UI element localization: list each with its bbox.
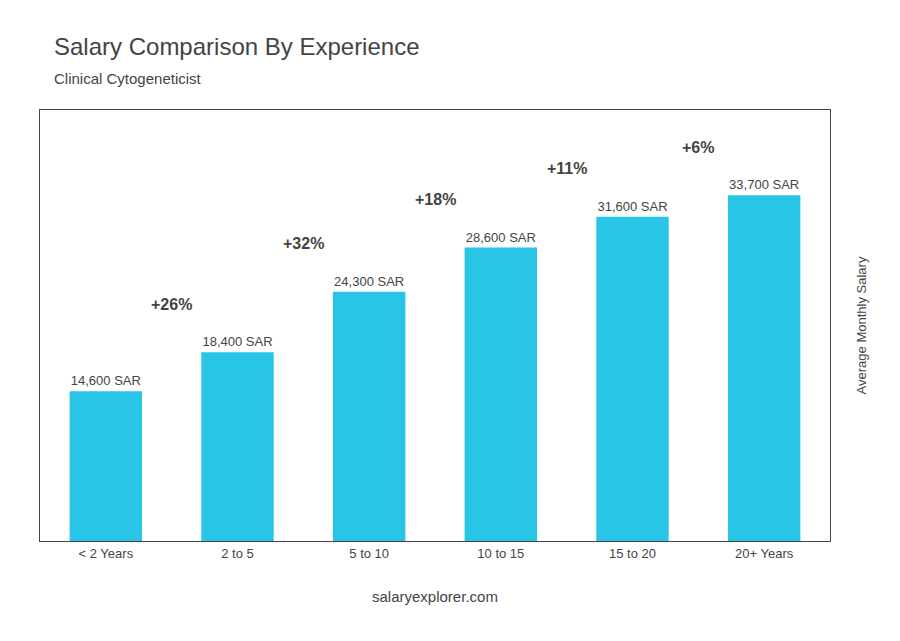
svg-text:31,600 SAR: 31,600 SAR <box>597 199 667 214</box>
svg-text:33,700 SAR: 33,700 SAR <box>729 177 799 192</box>
svg-text:+18%: +18% <box>415 191 456 208</box>
svg-text:salaryexplorer.com: salaryexplorer.com <box>372 588 498 605</box>
svg-text:< 2 Years: < 2 Years <box>79 546 134 561</box>
svg-text:15 to 20: 15 to 20 <box>609 546 656 561</box>
svg-text:+26%: +26% <box>151 296 192 313</box>
svg-text:+11%: +11% <box>547 160 587 177</box>
svg-text:Clinical Cytogeneticist: Clinical Cytogeneticist <box>54 70 202 87</box>
svg-text:28,600 SAR: 28,600 SAR <box>466 230 536 245</box>
svg-text:2 to 5: 2 to 5 <box>221 546 254 561</box>
svg-text:Salary Comparison By Experienc: Salary Comparison By Experience <box>54 33 420 60</box>
svg-text:+32%: +32% <box>283 235 324 252</box>
svg-text:5 to 10: 5 to 10 <box>349 546 389 561</box>
svg-text:10 to 15: 10 to 15 <box>477 546 524 561</box>
svg-text:14,600 SAR: 14,600 SAR <box>71 373 141 388</box>
svg-text:24,300 SAR: 24,300 SAR <box>334 274 404 289</box>
svg-text:20+ Years: 20+ Years <box>735 546 794 561</box>
svg-text:18,400 SAR: 18,400 SAR <box>202 334 272 349</box>
svg-text:+6%: +6% <box>682 139 714 156</box>
svg-text:Average Monthly Salary: Average Monthly Salary <box>854 256 869 394</box>
